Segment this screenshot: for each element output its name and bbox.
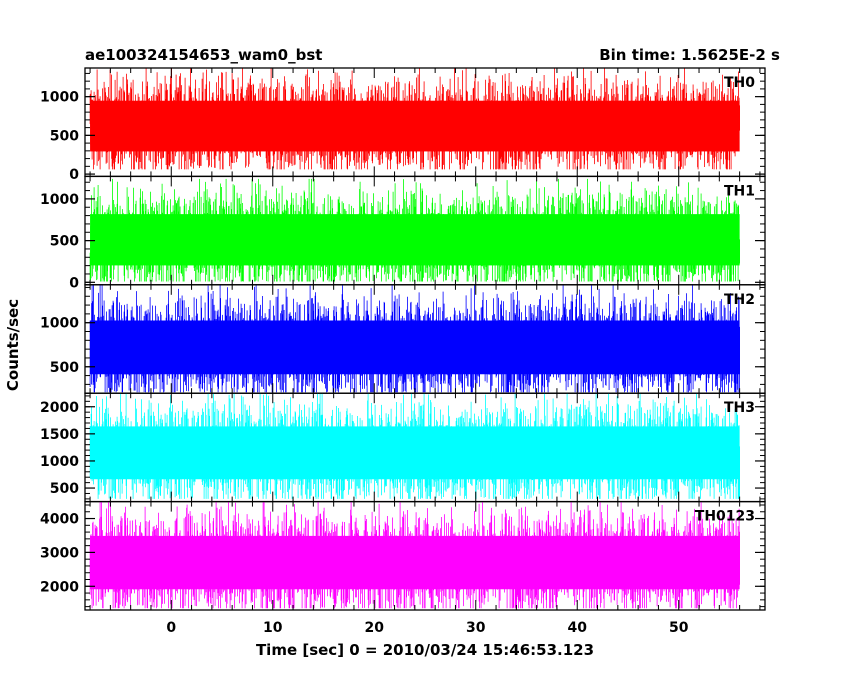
y-tick-label: 1000 xyxy=(40,316,79,332)
panel-label-th0: TH0 xyxy=(724,75,755,91)
x-tick-label: 50 xyxy=(669,620,689,636)
y-tick-label: 1000 xyxy=(40,90,79,106)
series-trace-th1 xyxy=(89,178,740,282)
panel-label-th0123: TH0123 xyxy=(695,509,755,525)
x-tick-label: 0 xyxy=(166,620,176,636)
y-tick-label: 1500 xyxy=(40,427,79,443)
series-trace-th0 xyxy=(89,68,740,170)
series-trace-th0123 xyxy=(89,501,740,609)
y-tick-label: 0 xyxy=(69,167,79,183)
y-tick-label: 2000 xyxy=(40,400,79,416)
panels-group: TH005001000TH105001000TH25001000TH350010… xyxy=(40,67,766,636)
y-tick-label: 3000 xyxy=(40,545,79,561)
y-tick-label: 500 xyxy=(50,234,79,250)
chart-title-left: ae100324154653_wam0_bst xyxy=(85,46,322,64)
series-trace-th2 xyxy=(89,284,740,393)
y-tick-label: 500 xyxy=(50,128,79,144)
chart-title-right: Bin time: 1.5625E-2 s xyxy=(599,46,780,64)
y-tick-label: 1000 xyxy=(40,192,79,208)
x-tick-label: 20 xyxy=(365,620,385,636)
panel-label-th3: TH3 xyxy=(724,400,755,416)
panel-frame-th0123 xyxy=(84,500,766,611)
y-tick-label: 500 xyxy=(50,360,79,376)
x-tick-label: 30 xyxy=(466,620,486,636)
y-tick-label: 500 xyxy=(50,481,79,497)
y-tick-label: 2000 xyxy=(40,579,79,595)
panel-label-th2: TH2 xyxy=(724,292,755,308)
panel-label-th1: TH1 xyxy=(724,183,755,199)
y-tick-label: 4000 xyxy=(40,512,79,528)
x-tick-label: 40 xyxy=(567,620,587,636)
y-axis-label: Counts/sec xyxy=(4,299,22,391)
y-tick-label: 0 xyxy=(69,275,79,291)
x-axis-label: Time [sec] 0 = 2010/03/24 15:46:53.123 xyxy=(256,641,594,659)
series-trace-th3 xyxy=(89,393,740,499)
y-tick-label: 1000 xyxy=(40,454,79,470)
x-tick-label: 10 xyxy=(263,620,283,636)
